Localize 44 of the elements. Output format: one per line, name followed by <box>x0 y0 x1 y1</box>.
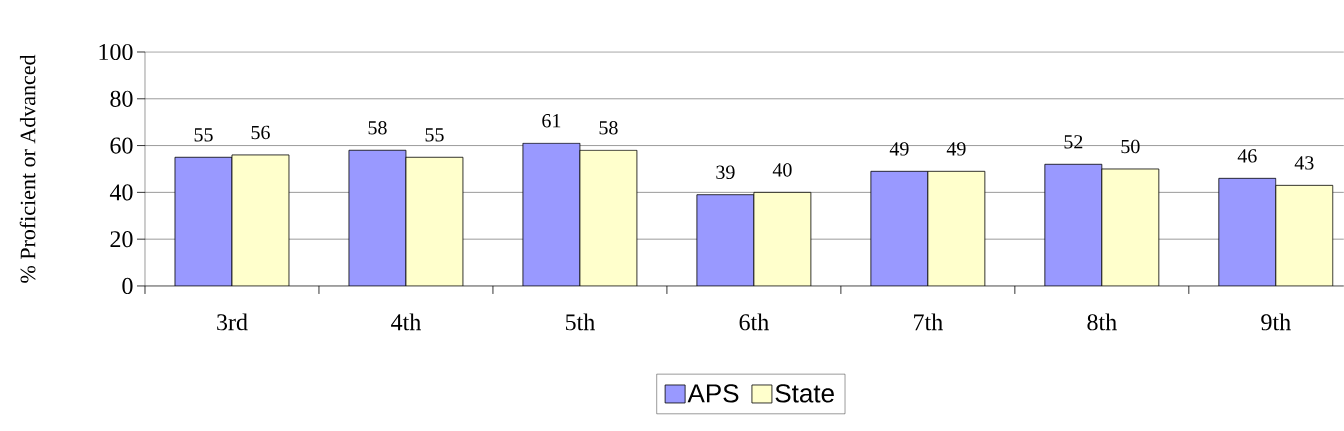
data-label: 43 <box>1294 156 1314 170</box>
bar <box>1275 184 1334 286</box>
legend-label: APS <box>687 384 739 403</box>
data-label: 49 <box>946 142 966 156</box>
data-label: 55 <box>194 128 213 142</box>
data-label: 61 <box>542 114 561 128</box>
data-label: 39 <box>716 165 735 179</box>
y-tick-label: 100 <box>99 43 133 61</box>
y-tick-label: 40 <box>109 184 133 201</box>
x-tick-label: 9th <box>1261 313 1291 331</box>
bar <box>870 171 928 286</box>
y-tick-label: 80 <box>110 90 133 107</box>
x-tick-label: 8th <box>1087 313 1117 331</box>
bar <box>405 157 463 286</box>
y-axis-title: % Proficient or Advanced <box>19 54 36 283</box>
bar <box>174 157 232 286</box>
bar <box>696 194 754 286</box>
legend-label: State <box>775 384 834 403</box>
data-label: 52 <box>1064 135 1083 149</box>
data-label: 46 <box>1237 149 1257 163</box>
data-label: 56 <box>251 125 270 140</box>
bar <box>231 154 289 286</box>
bar <box>348 150 406 286</box>
x-tick-label: 3rd <box>217 313 248 331</box>
y-tick-label: 20 <box>110 231 133 248</box>
bar <box>753 192 811 286</box>
bar <box>522 143 580 286</box>
data-label: 58 <box>368 121 387 135</box>
x-tick-label: 4th <box>391 313 421 331</box>
data-label: 49 <box>889 142 909 156</box>
data-label: 55 <box>425 128 444 142</box>
x-tick-label: 7th <box>914 313 943 331</box>
y-tick-label: 60 <box>110 137 133 154</box>
x-tick-label: 5th <box>565 313 595 331</box>
data-label: 40 <box>772 163 792 177</box>
data-label: 58 <box>599 121 618 135</box>
bar <box>1044 164 1102 286</box>
data-label: 50 <box>1121 139 1140 154</box>
y-tick-label: 0 <box>122 277 133 295</box>
bar <box>1218 177 1277 286</box>
bar <box>579 150 637 286</box>
bar <box>927 171 985 286</box>
bar <box>1101 169 1159 286</box>
x-tick-label: 6th <box>739 313 769 331</box>
